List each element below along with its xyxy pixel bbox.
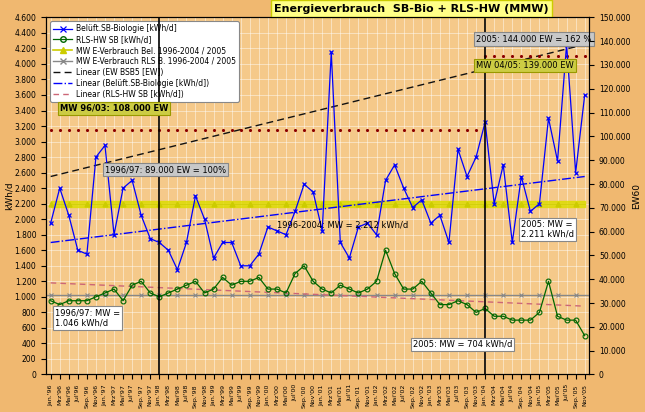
- Text: 1996-2004: MW = 2.212 kWh/d: 1996-2004: MW = 2.212 kWh/d: [277, 220, 408, 229]
- Text: MW 96/03: 108.000 EW: MW 96/03: 108.000 EW: [60, 104, 168, 112]
- Text: 1996/97: 89.000 EW = 100%: 1996/97: 89.000 EW = 100%: [105, 165, 226, 174]
- Legend: Belüft.SB-Biologie [kWh/d], RLS-HW SB [kWh/d], MW E-Verbrauch Bel. 1996-2004 / 2: Belüft.SB-Biologie [kWh/d], RLS-HW SB [k…: [50, 21, 239, 102]
- Y-axis label: EW60: EW60: [632, 183, 641, 209]
- Text: 1996/97: MW =
1.046 kWh/d: 1996/97: MW = 1.046 kWh/d: [55, 308, 121, 328]
- Text: 2005: 144.000 EW = 162 %: 2005: 144.000 EW = 162 %: [476, 35, 591, 44]
- Text: Energieverbrauch  SB-Bio + RLS-HW (MMW): Energieverbrauch SB-Bio + RLS-HW (MMW): [274, 4, 549, 14]
- Text: MW 04/05: 139.000 EW: MW 04/05: 139.000 EW: [476, 61, 574, 70]
- Text: 2005: MW = 704 kWh/d: 2005: MW = 704 kWh/d: [413, 340, 512, 349]
- Y-axis label: kWh/d: kWh/d: [4, 182, 13, 210]
- Text: 2005: MW =
2.211 kWh/d: 2005: MW = 2.211 kWh/d: [521, 220, 574, 239]
